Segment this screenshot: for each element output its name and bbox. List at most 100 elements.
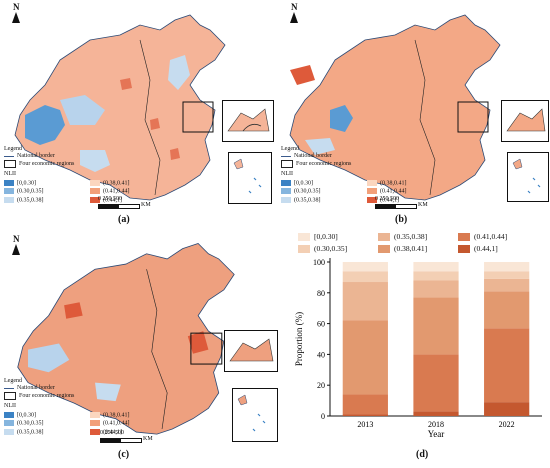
bar-segment	[413, 271, 459, 281]
chart-legend-item: (0.41,0.44]	[458, 232, 538, 241]
china-map-a	[14, 14, 226, 201]
bar-segment	[342, 262, 388, 272]
y-tick-label: 100	[313, 258, 325, 267]
legend-class-item: (0.41,0.44]	[90, 188, 176, 195]
legend-class-label: (0.30,0.35]	[17, 420, 44, 427]
light-blue-tibet	[28, 343, 70, 373]
chart-legend-label: (0.41,0.44]	[474, 232, 508, 241]
region-box-icon	[4, 392, 16, 400]
light-blue-east	[168, 55, 190, 90]
y-tick-label: 0	[321, 412, 325, 421]
map-legend-a: Legend National border Four economic reg…	[4, 146, 176, 204]
legend-class-label: (0.30,0.35]	[294, 188, 321, 195]
x-tick-label: 2013	[357, 420, 373, 429]
legend-region-label: Four economic regions	[296, 160, 352, 167]
inset-yangtze-c	[224, 330, 278, 372]
blue-region-tibet	[25, 105, 65, 145]
legend-class-item: (0.35,0.38]	[4, 428, 90, 436]
legend-class-item: (0.30,0.35]	[4, 420, 90, 427]
panel-label-d: (d)	[416, 449, 429, 460]
legend-class-label: (0.35,0.38]	[294, 197, 321, 204]
scale-bar-a: 0 250 500 KM	[98, 196, 158, 209]
scale-ticks: 0 250 500	[98, 196, 122, 202]
chart-legend-item: (0.38,0.41]	[378, 244, 458, 253]
zoom-box	[182, 101, 214, 133]
chart-legend-item: (0.44,1]	[458, 244, 538, 253]
chart-legend-item: (0.30,0.35]	[298, 244, 378, 253]
inset-south-sea-b	[507, 152, 549, 202]
x-tick-label: 2018	[428, 420, 444, 429]
legend-class-label: (0.44,1]	[103, 197, 122, 204]
legend-class-item: [0,0.30]	[281, 180, 367, 187]
legend-swatch	[90, 428, 100, 435]
scale-unit: KM	[141, 202, 151, 208]
legend-title: Legend	[4, 378, 22, 384]
north-arrow-icon	[12, 244, 20, 255]
proportion-chart-panel: [0,0.30] (0.35,0.38] (0.41,0.44] (0.30,0.35…	[288, 228, 550, 463]
zoom-box	[190, 332, 223, 365]
legend-class-item: (0.30,0.35]	[4, 188, 90, 195]
china-map-c	[17, 242, 235, 435]
legend-swatch	[90, 188, 100, 195]
legend-class-item: [0,0.30]	[4, 412, 90, 419]
border-line-icon	[4, 388, 14, 389]
scale-bar-b: 0 250 500 KM	[375, 196, 435, 209]
region-box-icon	[281, 160, 293, 168]
chart-legend-label: (0.35,0.38]	[394, 232, 428, 241]
inset-yangtze-b	[501, 100, 549, 142]
map-panel-c: N Legend National border Four economic r…	[0, 228, 288, 463]
legend-border-label: National border	[17, 153, 55, 159]
legend-region-label: Four economic regions	[19, 160, 75, 167]
chart-legend-item: [0,0.30]	[298, 232, 378, 241]
bar-segment	[413, 297, 459, 355]
legend-title: Legend	[281, 146, 299, 152]
bar-segment	[413, 280, 459, 298]
legend-swatch	[4, 412, 14, 418]
bar-segment	[484, 262, 530, 272]
legend-class-label: (0.41,0.44]	[380, 188, 407, 195]
legend-class-item: (0.41,0.44]	[367, 188, 453, 195]
legend-class-item: (0.44,1]	[367, 196, 453, 204]
bar-segment	[342, 282, 388, 321]
map-panel-a: N Legend National border Four economic r…	[0, 0, 275, 228]
legend-class-item: (0.41,0.44]	[90, 420, 176, 427]
legend-swatch	[4, 420, 14, 427]
panel-label-b: (b)	[395, 214, 408, 225]
china-outline	[289, 14, 501, 201]
legend-region-label: Four economic regions	[19, 392, 75, 399]
chart-legend-swatch	[298, 244, 310, 253]
legend-class-label: (0.30,0.35]	[17, 188, 44, 195]
dark-red-patches	[64, 302, 209, 354]
legend-swatch	[4, 428, 14, 435]
scale-ticks: 0 250 500	[375, 196, 399, 202]
legend-class-item: (0.44,1]	[90, 428, 176, 436]
legend-swatch	[281, 196, 291, 203]
legend-class-label: (0.44,1]	[103, 429, 122, 436]
legend-swatch	[90, 180, 100, 186]
legend-class-label: (0.35,0.38]	[17, 429, 44, 436]
scale-unit: KM	[143, 436, 153, 442]
bar-segment	[413, 262, 459, 272]
legend-swatch	[367, 196, 377, 203]
legend-swatch	[4, 188, 14, 195]
bar-segment	[484, 271, 530, 279]
chart-legend-label: (0.44,1]	[474, 244, 498, 253]
legend-class-label: [0,0.30]	[294, 180, 313, 187]
legend-swatch	[90, 412, 100, 418]
region-boundary	[414, 39, 436, 196]
border-line-icon	[281, 156, 291, 157]
bar-segment	[484, 278, 530, 292]
chart-legend-swatch	[458, 244, 470, 253]
legend-swatch	[90, 420, 100, 427]
legend-swatch	[367, 188, 377, 195]
chart-legend-swatch	[458, 232, 470, 241]
legend-swatch	[4, 196, 14, 203]
stacked-bar-chart: 0 20 40 60 80 100 Proportion (%) 2013 2018 2022 Ye…	[294, 258, 542, 439]
legend-swatch	[4, 180, 14, 186]
region-box-icon	[4, 160, 16, 168]
bar-segment	[484, 402, 530, 416]
legend-classes: [0,0.30] (0.38,0.41] (0.30,0.35] (0.41,0.44…	[281, 180, 453, 204]
chart-legend-label: [0,0.30]	[314, 232, 338, 241]
legend-class-label: [0,0.30]	[17, 180, 36, 187]
legend-class-item: (0.38,0.41]	[90, 412, 176, 419]
